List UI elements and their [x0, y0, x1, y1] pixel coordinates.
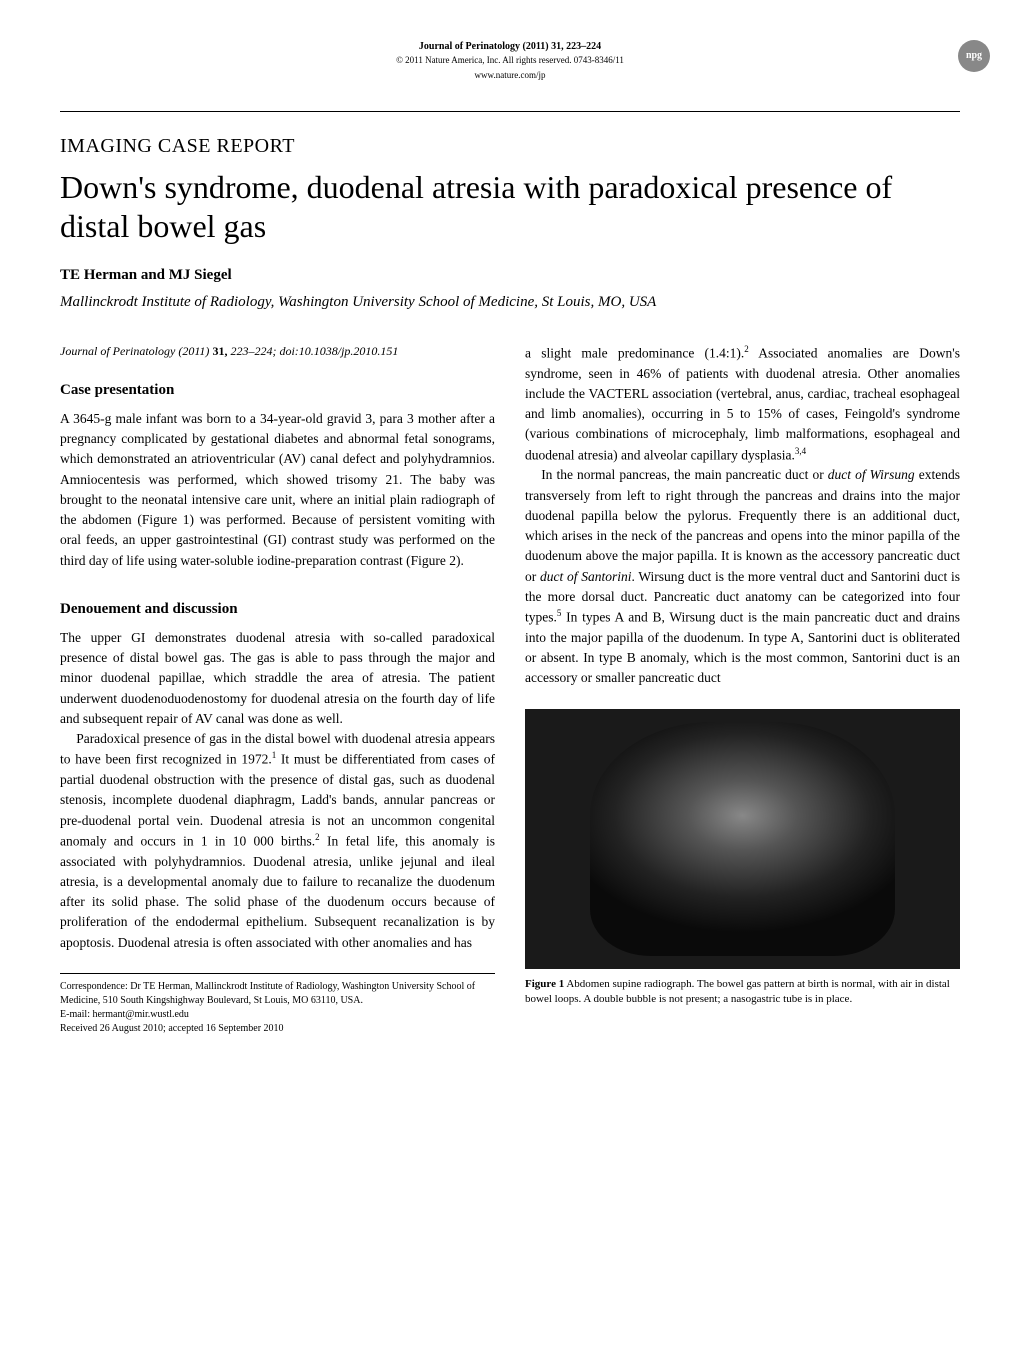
header-divider — [60, 111, 960, 112]
copyright-line: © 2011 Nature America, Inc. All rights r… — [60, 54, 960, 67]
right-column-body: a slight male predominance (1.4:1).2 Ass… — [525, 343, 960, 689]
two-column-layout: Journal of Perinatology (2011) 31, 223–2… — [60, 343, 960, 1036]
article-title: Down's syndrome, duodenal atresia with p… — [60, 168, 960, 245]
case-presentation-body: A 3645-g male infant was born to a 34-ye… — [60, 409, 495, 571]
figure-1: Figure 1 Abdomen supine radiograph. The … — [525, 709, 960, 1008]
citation-pages: 223–224; — [230, 344, 276, 358]
discussion-body: The upper GI demonstrates duodenal atres… — [60, 628, 495, 953]
correspondence-line: Correspondence: Dr TE Herman, Mallinckro… — [60, 980, 495, 1008]
journal-url: www.nature.com/jp — [60, 69, 960, 82]
email-line: E-mail: hermant@mir.wustl.edu — [60, 1008, 495, 1022]
case-paragraph-1: A 3645-g male infant was born to a 34-ye… — [60, 409, 495, 571]
citation-year: (2011) — [178, 344, 209, 358]
citation-journal: Journal of Perinatology — [60, 344, 175, 358]
right-paragraph-2: In the normal pancreas, the main pancrea… — [525, 465, 960, 688]
citation-line: Journal of Perinatology (2011) 31, 223–2… — [60, 343, 495, 360]
authors: TE Herman and MJ Siegel — [60, 265, 960, 286]
radiograph-shape-icon — [590, 722, 895, 956]
santorini-italic: duct of Santorini — [540, 569, 631, 584]
case-presentation-heading: Case presentation — [60, 380, 495, 401]
wirsung-italic: duct of Wirsung — [828, 467, 915, 482]
npg-badge-icon: npg — [958, 40, 990, 72]
affiliation: Mallinckrodt Institute of Radiology, Was… — [60, 292, 960, 313]
correspondence-footer: Correspondence: Dr TE Herman, Mallinckro… — [60, 973, 495, 1036]
discussion-paragraph-2: Paradoxical presence of gas in the dista… — [60, 729, 495, 953]
journal-reference: Journal of Perinatology (2011) 31, 223–2… — [60, 40, 960, 54]
figure-1-caption: Figure 1 Abdomen supine radiograph. The … — [525, 977, 960, 1008]
section-label: IMAGING CASE REPORT — [60, 132, 960, 160]
journal-header: Journal of Perinatology (2011) 31, 223–2… — [60, 40, 960, 81]
discussion-heading: Denouement and discussion — [60, 599, 495, 620]
discussion-paragraph-1: The upper GI demonstrates duodenal atres… — [60, 628, 495, 729]
citation-volume: 31, — [212, 344, 227, 358]
left-column: Journal of Perinatology (2011) 31, 223–2… — [60, 343, 495, 1036]
citation-doi: doi:10.1038/jp.2010.151 — [279, 344, 398, 358]
received-line: Received 26 August 2010; accepted 16 Sep… — [60, 1022, 495, 1036]
figure-1-label: Figure 1 — [525, 978, 564, 990]
ref-sup-r2: 3,4 — [795, 446, 806, 456]
right-column: a slight male predominance (1.4:1).2 Ass… — [525, 343, 960, 1036]
figure-1-caption-text: Abdomen supine radiograph. The bowel gas… — [525, 978, 950, 1005]
right-paragraph-1: a slight male predominance (1.4:1).2 Ass… — [525, 343, 960, 466]
figure-1-radiograph — [525, 709, 960, 969]
